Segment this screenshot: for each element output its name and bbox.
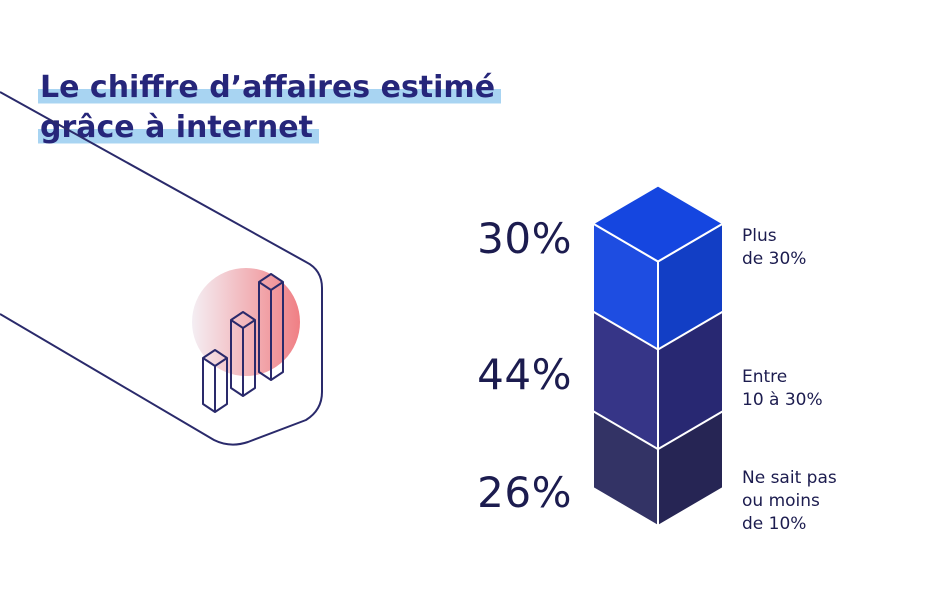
- category-label-2-line-1: Entre: [742, 367, 788, 387]
- category-label-3-line-1: Ne sait pas: [742, 468, 837, 488]
- category-label-3: Ne sait pas ou moins de 10%: [742, 467, 942, 536]
- category-label-1: Plus de 30%: [742, 225, 942, 271]
- value-label-1: 30%: [477, 214, 572, 263]
- value-label-2: 44%: [477, 350, 572, 399]
- category-label-3-line-3: de 10%: [742, 514, 807, 534]
- category-label-3-line-2: ou moins: [742, 491, 820, 511]
- title-line-1-text: Le chiffre d’affaires estimé: [38, 70, 502, 105]
- accent-circle: [192, 268, 300, 376]
- category-label-1-line-1: Plus: [742, 226, 777, 246]
- category-label-2: Entre 10 à 30%: [742, 366, 942, 412]
- bar-chart-icon: [202, 273, 284, 413]
- frame-outline: [0, 91, 323, 446]
- title-line-1: Le chiffre d’affaires estimé: [38, 68, 502, 108]
- cube-bar-1-top-face: [592, 184, 724, 263]
- category-label-2-line-2: 10 à 30%: [742, 390, 823, 410]
- value-label-3: 26%: [477, 468, 572, 517]
- cube-stack: [592, 184, 724, 527]
- cube-bar-1: [592, 184, 724, 351]
- category-label-1-line-2: de 30%: [742, 249, 807, 269]
